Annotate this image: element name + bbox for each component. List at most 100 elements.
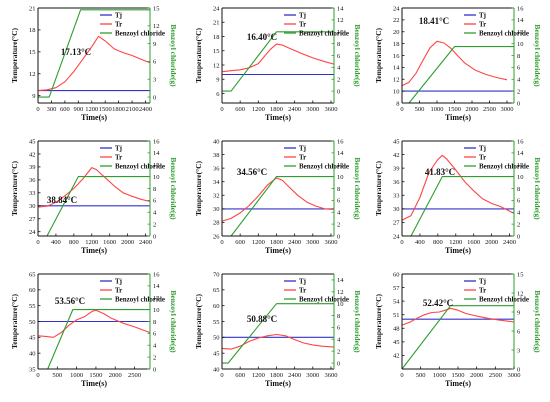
legend-label: Tr (299, 287, 306, 295)
x-axis-title: Time(s) (265, 379, 291, 388)
y2-tick-label: 6 (153, 198, 157, 205)
y2-tick-label: 2 (337, 221, 340, 228)
peak-temperature-label: 53.56°C (55, 296, 85, 306)
y2-axis-title: Benzoyl chloride(g) (169, 24, 178, 87)
x-tick-label: 2000 (109, 372, 122, 379)
y2-tick-label: 6 (337, 198, 341, 205)
y-tick-label: 36 (213, 165, 220, 172)
y2-tick-label: 9 (153, 41, 156, 48)
y2-tick-label: 4 (517, 210, 521, 217)
y-tick-label: 24 (393, 5, 400, 12)
y-tick-label: 42 (393, 152, 400, 159)
x-tick-label: 2400 (288, 106, 301, 113)
x-tick-label: 1800 (112, 106, 125, 113)
y2-tick-label: 16 (517, 5, 524, 12)
y-tick-label: 8 (396, 100, 399, 107)
series-line-tr (401, 154, 515, 221)
series-line-tr (37, 167, 151, 208)
x-tick-label: 3000 (306, 239, 319, 246)
y2-tick-label: 14 (153, 150, 160, 157)
y2-tick-label: 0 (517, 233, 520, 240)
y2-tick-label: 6 (337, 53, 341, 60)
y2-tick-label: 0 (153, 94, 156, 101)
legend-label: Tj (479, 145, 486, 153)
y-tick-label: 18 (29, 27, 36, 34)
x-tick-label: 1000 (431, 106, 444, 113)
y2-tick-label: 3 (153, 77, 156, 84)
y-axis-title: Temperature(°C) (10, 160, 19, 216)
y2-tick-label: 8 (517, 53, 520, 60)
y-tick-label: 34 (213, 179, 220, 186)
x-tick-label: 3600 (324, 239, 337, 246)
x-tick-label: 2500 (128, 372, 141, 379)
y2-tick-label: 6 (517, 198, 521, 205)
y2-tick-label: 12 (153, 295, 160, 302)
y2-tick-label: 14 (337, 5, 344, 12)
series-line-tr (221, 43, 335, 73)
x-tick-label: 0 (36, 106, 39, 113)
x-axis-title: Time(s) (445, 246, 471, 255)
y-tick-label: 35 (29, 366, 36, 373)
x-tick-label: 1600 (103, 239, 116, 246)
y2-tick-label: 8 (337, 313, 340, 320)
x-tick-label: 400 (51, 239, 61, 246)
y2-tick-label: 8 (337, 186, 340, 193)
x-axis-title: Time(s) (265, 113, 291, 122)
legend-label: Tj (479, 278, 486, 286)
y-axis-title: Temperature(°C) (374, 293, 383, 349)
y2-axis-title: Benzoyl chloride(g) (353, 157, 362, 220)
x-tick-label: 3000 (508, 372, 521, 379)
y-tick-label: 20 (393, 29, 400, 36)
y2-tick-label: 2 (517, 88, 520, 95)
chart-panel-2: 0 600 1200 1800 2400 3000 36006912151821240246… (194, 5, 362, 122)
y2-tick-label: 4 (337, 65, 341, 72)
legend-label: Tr (299, 21, 306, 29)
y-tick-label: 14 (393, 65, 400, 72)
y2-tick-label: 14 (153, 283, 160, 290)
x-tick-label: 0 (400, 372, 403, 379)
legend-label: Benzoyl chloride (299, 296, 349, 304)
peak-temperature-label: 18.41°C (419, 16, 449, 26)
y-axis-title: Temperature(°C) (10, 27, 19, 83)
y-tick-label: 45 (213, 350, 220, 357)
legend-label: Benzoyl chloride (479, 30, 529, 38)
x-tick-label: 1500 (452, 372, 465, 379)
y-tick-label: 48 (393, 326, 400, 333)
y-tick-label: 36 (393, 179, 400, 186)
y-tick-label: 10 (393, 88, 400, 95)
x-tick-label: 1000 (433, 372, 446, 379)
y2-tick-label: 4 (517, 77, 521, 84)
y2-tick-label: 8 (337, 41, 340, 48)
chart-panel-7: 0 500 1000 1500 2000 2500 35 40 45 50 55 60 65 0 2 4 6 8 1… (10, 271, 178, 388)
y-tick-label: 45 (29, 138, 36, 145)
y2-tick-label: 12 (517, 29, 524, 36)
chart-panel-9: 0 500 1000 1500 2000 2500 3000 42 45 48 51 54 57 60 0 3… (374, 271, 542, 388)
y2-tick-label: 10 (517, 174, 524, 181)
y-tick-label: 55 (213, 319, 220, 326)
y-tick-label: 30 (29, 203, 36, 210)
y-tick-label: 65 (213, 287, 220, 294)
legend-label: Benzoyl chloride (115, 296, 165, 304)
legend-label: Tr (115, 287, 122, 295)
series-line-benzoyl-chloride (401, 305, 514, 370)
legend-label: Tj (299, 12, 306, 20)
x-tick-label: 2400 (288, 372, 301, 379)
x-tick-label: 2400 (288, 239, 301, 246)
y2-tick-label: 0 (517, 366, 520, 373)
x-tick-label: 1500 (89, 372, 102, 379)
y-axis-title: Temperature(°C) (194, 293, 203, 349)
y-tick-label: 27 (393, 220, 400, 227)
legend-label: Tr (479, 154, 486, 162)
x-tick-label: 2500 (483, 106, 496, 113)
x-tick-label: 900 (73, 106, 83, 113)
x-tick-label: 800 (433, 239, 443, 246)
y-tick-label: 30 (393, 206, 400, 213)
chart-panel-8: 0 600 1200 1800 2400 3000 3600 40 45 50 55 60 65 70 0 2… (194, 271, 362, 388)
x-tick-label: 1200 (449, 239, 462, 246)
x-tick-label: 0 (400, 106, 403, 113)
y2-tick-label: 8 (517, 186, 520, 193)
y-tick-label: 15 (213, 48, 220, 55)
peak-temperature-label: 50.88°C (247, 314, 277, 324)
series-line-benzoyl-chloride (402, 176, 514, 237)
x-tick-label: 2100 (126, 106, 139, 113)
